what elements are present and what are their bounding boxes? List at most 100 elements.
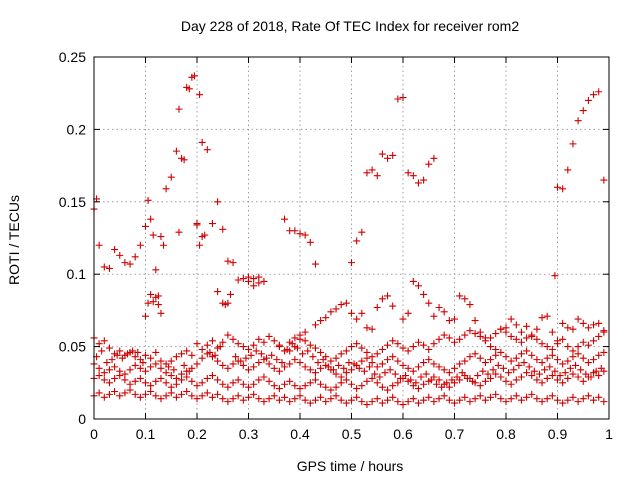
data-point	[327, 386, 335, 394]
data-point	[384, 341, 392, 349]
y-axis-label: ROTI / TECUs	[6, 195, 22, 285]
data-point	[265, 332, 273, 340]
data-point	[600, 398, 608, 406]
data-point	[595, 372, 603, 380]
data-point	[322, 314, 330, 322]
data-point	[270, 337, 278, 345]
data-point	[144, 196, 152, 204]
data-point	[275, 396, 283, 404]
data-point	[476, 382, 484, 390]
data-point	[162, 369, 170, 377]
data-point	[378, 399, 386, 407]
data-point	[425, 345, 433, 353]
data-point	[283, 345, 291, 353]
data-point	[111, 363, 119, 371]
data-point	[505, 369, 513, 377]
data-point	[291, 395, 299, 403]
data-point	[404, 309, 412, 317]
data-point	[183, 347, 191, 355]
data-point	[414, 399, 422, 407]
data-point	[378, 345, 386, 353]
data-point	[317, 380, 325, 388]
data-point	[95, 340, 103, 348]
data-point	[463, 374, 471, 382]
data-point	[162, 379, 170, 387]
data-point	[373, 172, 381, 180]
data-point	[373, 350, 381, 358]
data-point	[105, 344, 113, 352]
data-point	[245, 383, 252, 391]
x-tick-label: 0.7	[445, 426, 465, 442]
data-point	[353, 393, 361, 401]
data-point	[95, 372, 103, 380]
data-point	[198, 392, 206, 400]
data-point	[188, 392, 196, 400]
data-point	[245, 345, 252, 353]
data-point	[337, 301, 345, 309]
data-point	[281, 380, 289, 388]
data-point	[234, 276, 242, 284]
data-point	[301, 328, 309, 336]
data-point	[381, 369, 389, 377]
data-point	[317, 348, 325, 356]
data-point	[299, 350, 307, 358]
data-point	[384, 386, 392, 394]
data-point	[116, 372, 124, 380]
data-point	[136, 241, 144, 249]
data-point	[474, 372, 482, 380]
data-point	[260, 398, 268, 406]
data-point	[543, 312, 551, 320]
data-point	[245, 273, 252, 281]
data-point	[265, 377, 273, 385]
data-point	[152, 392, 160, 400]
data-point	[407, 376, 415, 384]
data-point	[224, 257, 232, 265]
data-point	[198, 345, 206, 353]
data-point	[600, 176, 608, 184]
y-tick-label: 0.25	[59, 49, 86, 65]
data-point	[226, 290, 234, 298]
data-point	[394, 379, 402, 387]
data-point	[499, 364, 507, 372]
data-point	[250, 363, 258, 371]
x-tick-label: 0.5	[342, 426, 362, 442]
data-point	[574, 343, 582, 351]
data-point	[461, 331, 469, 339]
data-point	[579, 107, 587, 115]
data-point	[507, 332, 515, 340]
data-point	[512, 376, 520, 384]
data-point	[147, 354, 155, 362]
data-point	[301, 231, 309, 239]
data-point	[268, 351, 276, 359]
data-point	[360, 367, 368, 375]
data-point	[149, 231, 157, 239]
data-point	[438, 383, 446, 391]
x-tick-label: 0.8	[496, 426, 516, 442]
data-point	[368, 398, 376, 406]
data-point	[517, 373, 525, 381]
x-axis-label: GPS time / hours	[297, 458, 404, 474]
data-point	[275, 343, 283, 351]
data-point	[420, 341, 428, 349]
data-point	[471, 317, 479, 325]
data-point	[430, 340, 438, 348]
data-point	[373, 363, 381, 371]
data-point	[456, 396, 464, 404]
data-point	[172, 380, 180, 388]
data-point	[453, 373, 461, 381]
data-point	[517, 396, 525, 404]
data-point	[378, 383, 386, 391]
data-point	[404, 169, 412, 177]
data-point	[492, 330, 500, 338]
data-point	[198, 354, 206, 362]
data-point	[167, 372, 175, 380]
data-point	[389, 337, 397, 345]
data-point	[105, 366, 113, 374]
data-point	[291, 227, 299, 235]
data-point	[577, 366, 585, 374]
data-point	[507, 315, 515, 323]
data-point	[152, 348, 160, 356]
data-point	[270, 392, 278, 400]
series-band_peaks	[93, 340, 605, 391]
data-point	[206, 348, 214, 356]
